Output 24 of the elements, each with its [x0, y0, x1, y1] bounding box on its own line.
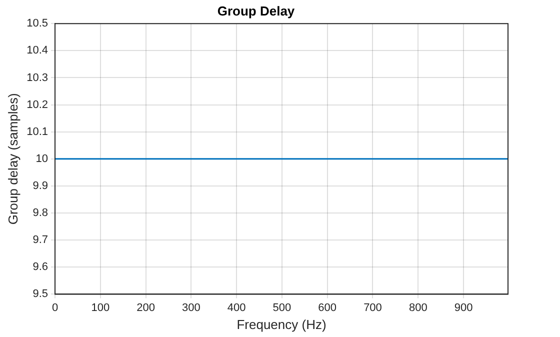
y-tick-label: 9.5 [32, 288, 48, 300]
y-tick-label: 10.5 [26, 18, 48, 30]
x-axis-title: Frequency (Hz) [236, 316, 326, 332]
y-tick-label: 10.4 [26, 44, 48, 57]
x-tick-label: 0 [52, 302, 58, 314]
y-tick-label: 9.7 [32, 234, 48, 246]
chart-title: Group Delay [217, 3, 296, 18]
x-tick-label: 600 [318, 302, 337, 314]
x-tick-label: 800 [408, 302, 428, 314]
y-tick-label: 10.1 [26, 126, 48, 138]
x-tick-label: 500 [272, 302, 292, 314]
y-axis-title: Group delay (samples) [5, 93, 20, 225]
y-tick-label: 10.2 [26, 98, 48, 111]
x-tick-label: 900 [454, 302, 473, 314]
y-tick-label: 10.3 [26, 72, 48, 84]
y-tick-label: 10 [36, 152, 48, 165]
y-tick-label: 9.9 [32, 180, 48, 192]
x-tick-label: 100 [91, 302, 110, 314]
y-tick-label: 9.6 [32, 261, 48, 274]
x-tick-label: 700 [364, 302, 382, 314]
x-tick-label: 300 [182, 302, 200, 314]
y-tick-label: 9.8 [32, 207, 48, 220]
x-tick-label: 200 [136, 302, 155, 314]
x-tick-label: 400 [227, 302, 246, 314]
